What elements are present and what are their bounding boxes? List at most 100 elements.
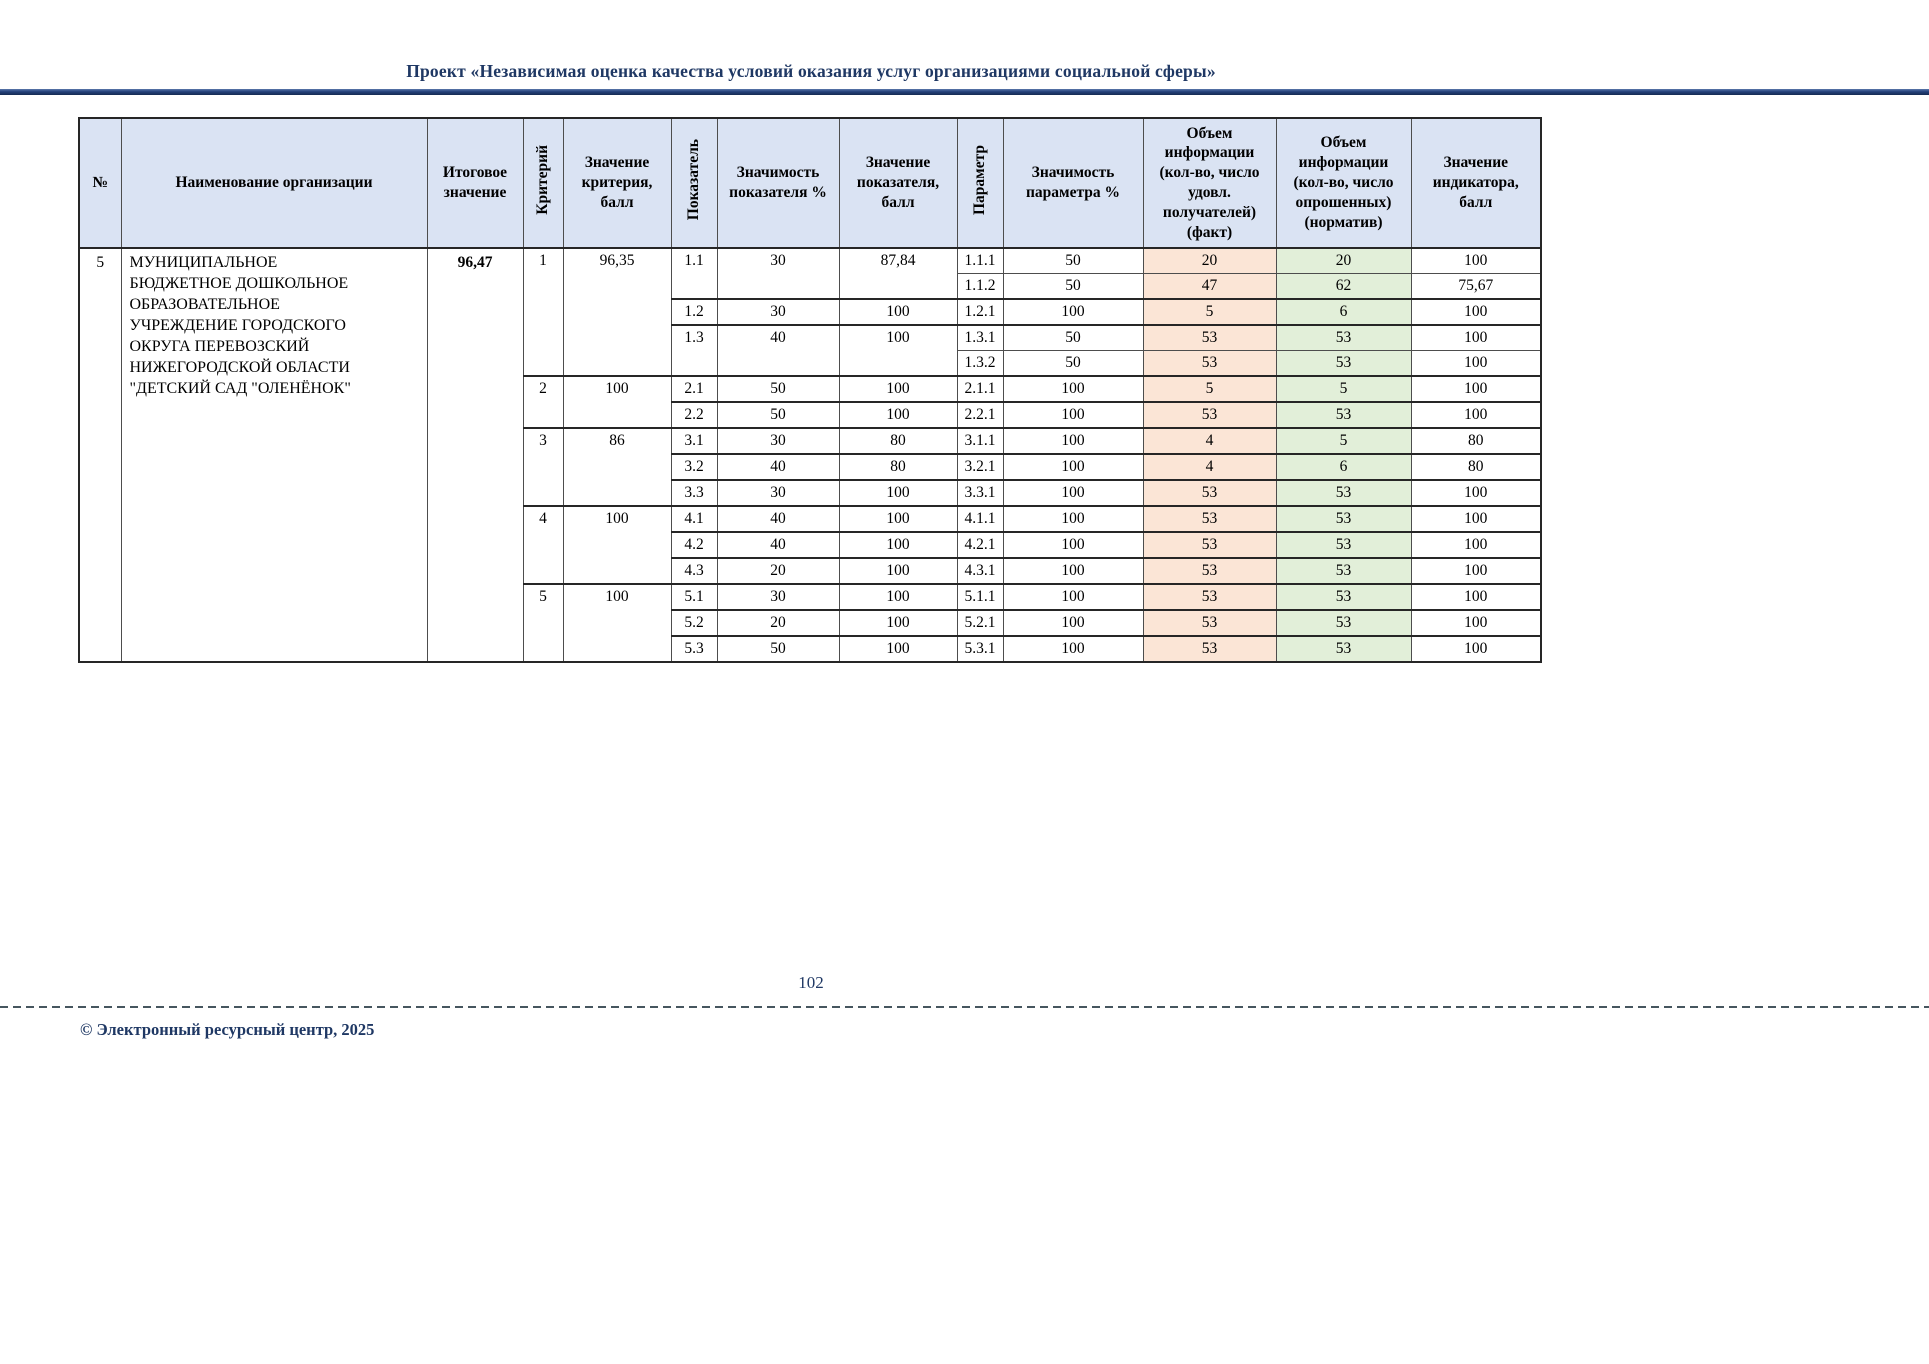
cell-parameter: 4.3.1 [956,557,1004,585]
col-header-label-indicator: Показатель [685,139,703,221]
table-row: 2 100 2.1 50 100 2.1.1 100 5 5 100 [79,375,1542,429]
cell-info-volume-norm: 5 [1275,375,1412,403]
table-body: 5 МУНИЦИПАЛЬНОЕ БЮДЖЕТНОЕ ДОШКОЛЬНОЕ ОБРА… [78,247,1542,663]
cell-info-volume-fact: 53 [1142,401,1277,429]
cell-indicator-value: 100 [838,609,958,637]
footer-copyright: © Электронный ресурсный центр, 2025 [80,1020,375,1039]
cell-indicator: 3.2 [670,453,718,481]
cell-info-volume-fact: 4 [1142,453,1277,481]
table-row: 1.1.2 50 47 62 75,67 [79,273,1542,300]
table-row: 3.3 30 100 3.3.1 100 53 53 100 [79,479,1542,507]
cell-parameter-weight: 100 [1002,505,1144,533]
cell-indicator-score: 100 [1410,298,1542,326]
cell-indicator: 4.3 [670,557,718,585]
cell-parameter-weight: 100 [1002,427,1144,455]
cell-criterion: 5 [522,583,564,663]
cell-indicator: 5.2 [670,609,718,637]
cell-parameter: 2.1.1 [956,375,1004,403]
cell-indicator-score: 100 [1410,479,1542,507]
cell-parameter-weight: 100 [1002,531,1144,559]
cell-indicator-score: 100 [1410,505,1542,533]
cell-info-volume-norm: 53 [1275,635,1412,663]
cell-info-volume-norm: 53 [1275,557,1412,585]
cell-parameter: 5.3.1 [956,635,1004,663]
table-row: 2.2 50 100 2.2.1 100 53 53 100 [79,401,1542,429]
cell-info-volume-fact: 53 [1142,583,1277,611]
cell-parameter-weight: 100 [1002,479,1144,507]
table-row: 4 100 4.1 40 100 4.1.1 100 53 53 100 [79,505,1542,585]
cell-info-volume-fact: 20 [1142,247,1277,274]
col-header-info-volume-fact: Объем информации (кол-во, число удовл. п… [1142,117,1277,249]
cell-indicator-value: 100 [838,531,958,559]
report-table: № Наименование организации Итоговое значен… [78,117,1542,663]
cell-total-value: 96,47 [426,247,524,663]
cell-criterion-value: 100 [562,375,672,429]
col-header-indicator-value: Значение показателя, балл [838,117,958,249]
cell-parameter: 4.1.1 [956,505,1004,533]
cell-info-volume-fact: 5 [1142,375,1277,403]
cell-info-volume-norm: 53 [1275,505,1412,533]
cell-indicator-score: 100 [1410,583,1542,611]
cell-org-name: МУНИЦИПАЛЬНОЕ БЮДЖЕТНОЕ ДОШКОЛЬНОЕ ОБРАЗ… [120,247,428,663]
cell-parameter-weight: 100 [1002,401,1144,429]
cell-parameter-weight: 100 [1002,453,1144,481]
cell-info-volume-norm: 53 [1275,401,1412,429]
col-header-num: № [78,117,122,249]
cell-info-volume-fact: 53 [1142,479,1277,507]
cell-parameter-weight: 50 [1002,247,1144,274]
cell-indicator-value: 100 [838,557,958,585]
cell-criterion-value: 100 [562,583,672,663]
cell-info-volume-norm: 53 [1275,479,1412,507]
title-rule-divider [0,89,1929,95]
cell-indicator: 3.1 [670,427,718,455]
cell-info-volume-fact: 53 [1142,531,1277,559]
col-header-indicator-weight: Значимость показателя % [716,117,840,249]
cell-indicator-weight: 20 [716,557,840,585]
col-header-indicator-score: Значение индикатора, балл [1410,117,1542,249]
cell-parameter: 1.2.1 [956,298,1004,326]
cell-indicator-score: 100 [1410,531,1542,559]
cell-parameter: 3.3.1 [956,479,1004,507]
cell-parameter-weight: 100 [1002,583,1144,611]
cell-indicator-weight: 30 [716,583,840,611]
cell-indicator: 5.1 [670,583,718,611]
cell-indicator-score: 100 [1410,324,1542,351]
cell-indicator-value: 100 [838,479,958,507]
cell-indicator-value: 100 [838,583,958,611]
cell-parameter-weight: 50 [1002,350,1144,377]
cell-indicator: 5.3 [670,635,718,663]
cell-indicator-score: 100 [1410,375,1542,403]
cell-parameter-weight: 100 [1002,375,1144,403]
cell-info-volume-fact: 5 [1142,298,1277,326]
cell-criterion-value: 100 [562,505,672,585]
cell-info-volume-norm: 6 [1275,453,1412,481]
cell-parameter: 3.2.1 [956,453,1004,481]
cell-indicator-value: 100 [838,375,958,403]
cell-indicator-score: 80 [1410,427,1542,455]
cell-info-volume-fact: 53 [1142,635,1277,663]
cell-criterion: 2 [522,375,564,429]
col-header-total-value: Итоговое значение [426,117,524,249]
cell-indicator-weight: 50 [716,401,840,429]
cell-num: 5 [78,247,122,663]
page-number: 102 [798,973,824,992]
cell-indicator-score: 100 [1410,401,1542,429]
cell-parameter: 5.1.1 [956,583,1004,611]
cell-indicator-score: 100 [1410,635,1542,663]
cell-criterion: 3 [522,427,564,507]
cell-parameter: 1.3.1 [956,324,1004,351]
cell-indicator-value: 80 [838,427,958,455]
cell-indicator-weight: 40 [716,505,840,533]
col-header-criterion-value: Значение критерия, балл [562,117,672,249]
table-row: 1.2 30 100 1.2.1 100 5 6 100 [79,298,1542,326]
cell-indicator-weight: 40 [716,324,840,377]
cell-indicator-score: 100 [1410,609,1542,637]
col-header-info-volume-norm: Объем информации (кол-во, число опрошенн… [1275,117,1412,249]
col-header-indicator: Показатель [670,117,718,249]
cell-indicator-weight: 30 [716,427,840,455]
cell-info-volume-fact: 4 [1142,427,1277,455]
cell-parameter-weight: 100 [1002,557,1144,585]
cell-indicator-weight: 40 [716,453,840,481]
cell-info-volume-fact: 53 [1142,609,1277,637]
table-row: 1.3.2 50 53 53 100 [79,350,1542,377]
